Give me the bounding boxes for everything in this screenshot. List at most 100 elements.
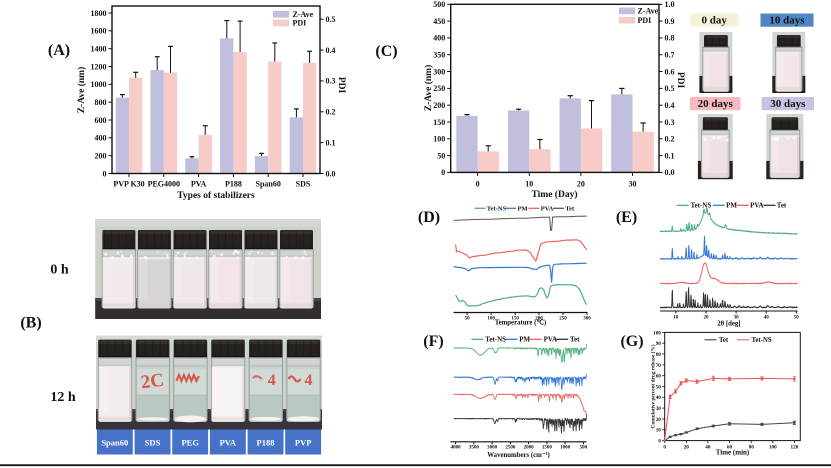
svg-text:0 h: 0 h xyxy=(50,263,69,278)
svg-text:0.4: 0.4 xyxy=(665,101,675,110)
svg-text:1400: 1400 xyxy=(91,45,107,54)
svg-text:500: 500 xyxy=(580,446,588,451)
svg-text:0.6: 0.6 xyxy=(665,67,675,76)
svg-text:50: 50 xyxy=(656,384,662,390)
svg-text:40: 40 xyxy=(764,316,770,321)
svg-text:(E): (E) xyxy=(616,209,637,226)
svg-text:(C): (C) xyxy=(375,43,397,60)
svg-text:150: 150 xyxy=(433,118,445,127)
svg-text:0: 0 xyxy=(658,439,661,445)
svg-text:Time (Day): Time (Day) xyxy=(532,189,578,200)
svg-text:0.7: 0.7 xyxy=(665,51,675,60)
svg-text:0.3: 0.3 xyxy=(665,118,675,127)
svg-text:P188: P188 xyxy=(225,179,242,188)
svg-text:2C: 2C xyxy=(140,370,166,394)
svg-text:(B): (B) xyxy=(20,315,41,332)
svg-text:4: 4 xyxy=(268,372,276,389)
svg-text:PVA: PVA xyxy=(544,336,557,344)
svg-text:60: 60 xyxy=(656,374,662,380)
svg-text:120: 120 xyxy=(791,444,799,450)
svg-text:10: 10 xyxy=(656,428,662,434)
svg-text:PM: PM xyxy=(519,336,530,344)
svg-text:100: 100 xyxy=(653,330,661,336)
svg-text:Tet: Tet xyxy=(719,337,729,344)
svg-text:Cumulative percent drug releas: Cumulative percent drug release (%) xyxy=(650,344,657,428)
svg-text:20: 20 xyxy=(577,179,585,188)
svg-text:3000: 3000 xyxy=(487,446,498,451)
svg-text:50: 50 xyxy=(437,151,445,160)
svg-text:30: 30 xyxy=(734,316,740,321)
svg-text:(A): (A) xyxy=(48,42,70,59)
svg-text:2500: 2500 xyxy=(505,446,516,451)
svg-text:200: 200 xyxy=(95,152,107,161)
svg-text:SDS: SDS xyxy=(145,438,161,448)
svg-text:1500: 1500 xyxy=(542,446,553,451)
svg-text:0.0: 0.0 xyxy=(326,169,336,178)
svg-text:Tet-NS: Tet-NS xyxy=(485,336,506,344)
svg-text:80: 80 xyxy=(749,444,755,450)
svg-text:PVP K30: PVP K30 xyxy=(113,179,144,188)
svg-text:Tet-NS: Tet-NS xyxy=(752,337,772,344)
svg-text:40: 40 xyxy=(656,395,662,401)
svg-text:Z-Ave (nm): Z-Ave (nm) xyxy=(76,67,87,114)
svg-text:PVA: PVA xyxy=(220,438,237,448)
svg-text:0 day: 0 day xyxy=(702,15,728,27)
svg-text:450: 450 xyxy=(433,17,445,26)
svg-text:Temperature (℃): Temperature (℃) xyxy=(495,318,547,326)
svg-text:600: 600 xyxy=(95,116,107,125)
svg-text:1000: 1000 xyxy=(91,80,107,89)
svg-text:10 days: 10 days xyxy=(769,15,805,27)
svg-text:100: 100 xyxy=(769,444,777,450)
svg-text:10: 10 xyxy=(525,179,533,188)
svg-text:0: 0 xyxy=(476,179,480,188)
svg-text:30: 30 xyxy=(656,406,662,412)
svg-text:90: 90 xyxy=(656,341,662,347)
svg-text:Span60: Span60 xyxy=(101,438,128,448)
svg-text:350: 350 xyxy=(433,51,445,60)
svg-text:Z-Ave: Z-Ave xyxy=(638,7,659,16)
svg-text:Tet: Tet xyxy=(565,206,575,213)
svg-text:0.2: 0.2 xyxy=(665,135,675,144)
svg-text:PEG4000: PEG4000 xyxy=(148,179,180,188)
svg-text:200: 200 xyxy=(535,316,543,321)
svg-text:1.0: 1.0 xyxy=(665,0,675,9)
svg-text:SDS: SDS xyxy=(296,179,311,188)
svg-text:PDI: PDI xyxy=(638,16,652,25)
svg-text:Span60: Span60 xyxy=(256,179,281,188)
svg-text:Time (min): Time (min) xyxy=(716,449,750,457)
svg-text:20: 20 xyxy=(704,316,710,321)
svg-text:300: 300 xyxy=(583,316,591,321)
svg-text:0: 0 xyxy=(441,168,445,177)
svg-text:(G): (G) xyxy=(620,333,643,350)
svg-text:3500: 3500 xyxy=(469,446,480,451)
svg-text:Z-Ave (nm): Z-Ave (nm) xyxy=(423,65,434,112)
svg-text:70: 70 xyxy=(656,363,662,369)
svg-text:500: 500 xyxy=(433,0,445,9)
svg-text:0.1: 0.1 xyxy=(665,151,675,160)
svg-text:Tet-NS: Tet-NS xyxy=(691,202,712,210)
svg-text:0.3: 0.3 xyxy=(326,77,336,86)
svg-text:1200: 1200 xyxy=(91,62,107,71)
svg-text:Tet-NS: Tet-NS xyxy=(487,206,507,213)
svg-text:400: 400 xyxy=(95,134,107,143)
svg-text:2θ [deg]: 2θ [deg] xyxy=(717,321,740,328)
svg-text:(D): (D) xyxy=(418,209,440,226)
svg-text:Tet: Tet xyxy=(570,336,580,344)
svg-text:20 days: 20 days xyxy=(698,98,734,110)
svg-text:PEG: PEG xyxy=(181,438,199,448)
svg-text:200: 200 xyxy=(433,101,445,110)
svg-text:20: 20 xyxy=(656,417,662,423)
svg-text:10: 10 xyxy=(673,316,679,321)
svg-text:PDI: PDI xyxy=(336,77,346,94)
svg-text:0.5: 0.5 xyxy=(665,84,675,93)
svg-text:PVA: PVA xyxy=(541,206,554,213)
svg-text:Types of stabilizers: Types of stabilizers xyxy=(177,191,255,201)
svg-text:100: 100 xyxy=(433,135,445,144)
svg-text:0: 0 xyxy=(103,169,107,178)
svg-text:1600: 1600 xyxy=(91,27,107,36)
svg-text:0: 0 xyxy=(663,444,666,450)
svg-text:0.4: 0.4 xyxy=(326,46,336,55)
svg-text:80: 80 xyxy=(656,352,662,358)
svg-text:4000: 4000 xyxy=(451,446,462,451)
svg-text:PVA: PVA xyxy=(191,179,207,188)
